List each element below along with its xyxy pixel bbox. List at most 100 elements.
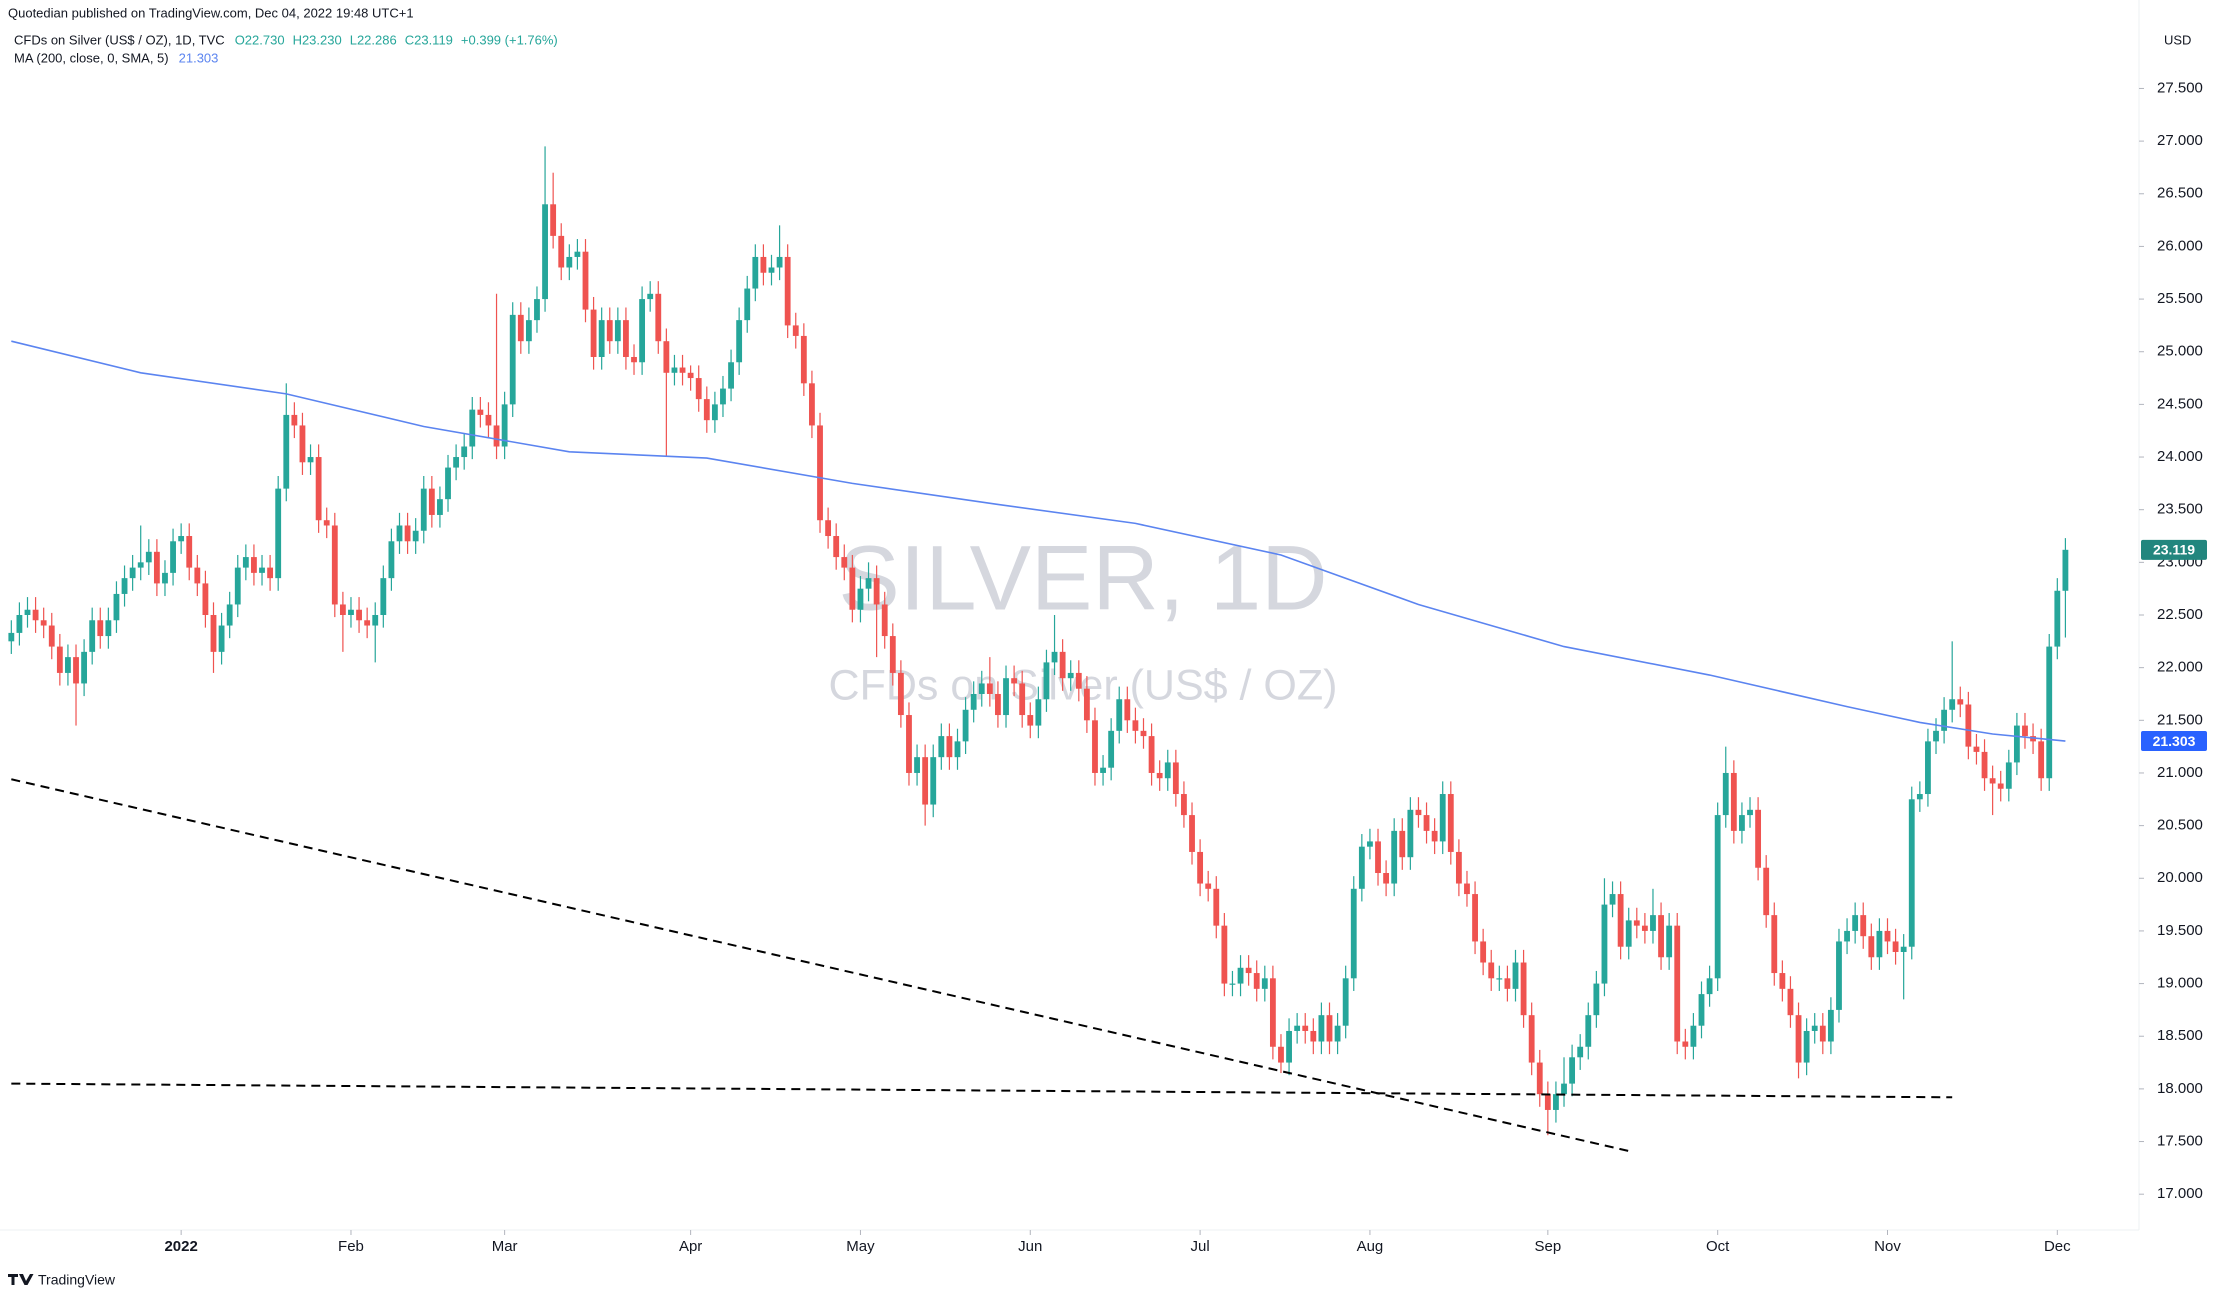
y-tick-label: 24.000: [2157, 448, 2203, 465]
candle-body: [412, 530, 419, 542]
candle-body: [1318, 1015, 1325, 1042]
candle-body: [1423, 815, 1430, 831]
candle-body: [469, 409, 476, 447]
candle-body: [388, 541, 395, 579]
candle-body: [946, 736, 953, 758]
candle-body: [283, 414, 290, 489]
price-badge: [2141, 539, 2207, 560]
candle-body: [792, 325, 799, 336]
candle-body: [24, 609, 31, 615]
candle-body: [1035, 699, 1042, 726]
y-tick-label: 20.000: [2157, 869, 2203, 886]
candle-body: [396, 525, 403, 542]
candle-body: [356, 609, 362, 621]
y-tick-label: 25.000: [2157, 343, 2203, 360]
candle-body: [525, 320, 532, 342]
candle-body: [2030, 736, 2036, 742]
candle-body: [501, 404, 508, 447]
candle-body: [1326, 1015, 1333, 1042]
x-tick-label: May: [846, 1238, 875, 1255]
candle-body: [954, 741, 961, 758]
candle-body: [2022, 725, 2028, 737]
candle-body: [1342, 978, 1349, 1026]
candle-body: [687, 372, 694, 379]
candle-body: [1027, 715, 1034, 726]
candle-body: [1447, 794, 1454, 852]
candle-body: [728, 362, 734, 389]
candle-body: [48, 625, 55, 647]
candle-body: [1836, 941, 1842, 1010]
candle-body: [1367, 841, 1373, 847]
candle-body: [1407, 809, 1414, 858]
ma-legend: MA (200, close, 0, SMA, 5): [14, 50, 169, 65]
x-tick-label: Apr: [679, 1238, 702, 1255]
candle-body: [1852, 915, 1859, 931]
candle-body: [1164, 762, 1171, 779]
logo: TradingView: [8, 1272, 116, 1288]
candle-body: [153, 551, 160, 584]
candle-body: [1601, 904, 1608, 984]
candle-body: [1375, 841, 1381, 874]
candle-body: [1908, 799, 1915, 947]
y-tick-label: 25.500: [2157, 290, 2203, 307]
price-badge-label: 21.303: [2153, 733, 2196, 749]
candles: [8, 146, 2069, 1136]
candle-body: [2046, 646, 2053, 779]
candle-body: [170, 541, 176, 573]
candle-body: [1148, 736, 1155, 773]
candle-body: [275, 488, 282, 579]
candle-body: [348, 609, 354, 615]
candle-body: [73, 657, 79, 684]
candle-body: [56, 646, 63, 673]
candle-body: [744, 288, 751, 321]
y-tick-label: 26.000: [2157, 237, 2203, 254]
candle-body: [137, 562, 144, 568]
candle-body: [1092, 720, 1098, 773]
trendline: [11, 1082, 1953, 1099]
x-tick-label: Jul: [1191, 1238, 1210, 1255]
candle-body: [1059, 651, 1066, 679]
candle-body: [1625, 920, 1632, 947]
candle-body: [550, 204, 557, 236]
candle-body: [671, 367, 678, 373]
candle-body: [162, 572, 168, 584]
candle-body: [825, 520, 832, 537]
candle-body: [752, 256, 759, 289]
candle-body: [1795, 1015, 1802, 1063]
candle-body: [922, 757, 929, 805]
candle-body: [542, 204, 548, 300]
candle-body: [1197, 851, 1204, 884]
candle-body: [720, 388, 726, 405]
x-tick-label: 2022: [164, 1238, 197, 1255]
candle-body: [1892, 941, 1899, 952]
candle-body: [509, 314, 516, 405]
candle-body: [574, 251, 581, 257]
candle-body: [1488, 962, 1495, 979]
candle-body: [1633, 920, 1640, 926]
candle-body: [873, 578, 880, 605]
candle-body: [1747, 809, 1753, 816]
y-tick-label: 22.000: [2157, 659, 2203, 676]
candle-body: [1973, 746, 1980, 752]
candle-body: [1884, 930, 1891, 942]
candle-body: [1439, 794, 1446, 842]
candle-body: [1997, 783, 2004, 789]
candle-body: [833, 536, 840, 558]
candle-body: [760, 256, 767, 273]
candle-body: [1100, 767, 1106, 773]
candle-body: [978, 683, 985, 694]
candle-body: [226, 604, 233, 626]
candle-body: [315, 457, 322, 521]
candle-body: [938, 736, 945, 758]
candle-body: [736, 320, 743, 363]
candle-body: [202, 583, 209, 615]
y-tick-label: 19.500: [2157, 922, 2203, 939]
candle-body: [1536, 1062, 1543, 1095]
y-tick-label: 19.000: [2157, 975, 2203, 992]
candle-body: [639, 299, 646, 363]
candle-body: [2013, 725, 2020, 763]
candle-body: [331, 525, 338, 605]
candle-body: [606, 320, 613, 342]
x-tick-label: Sep: [1534, 1238, 1561, 1255]
candle-body: [1011, 678, 1018, 684]
